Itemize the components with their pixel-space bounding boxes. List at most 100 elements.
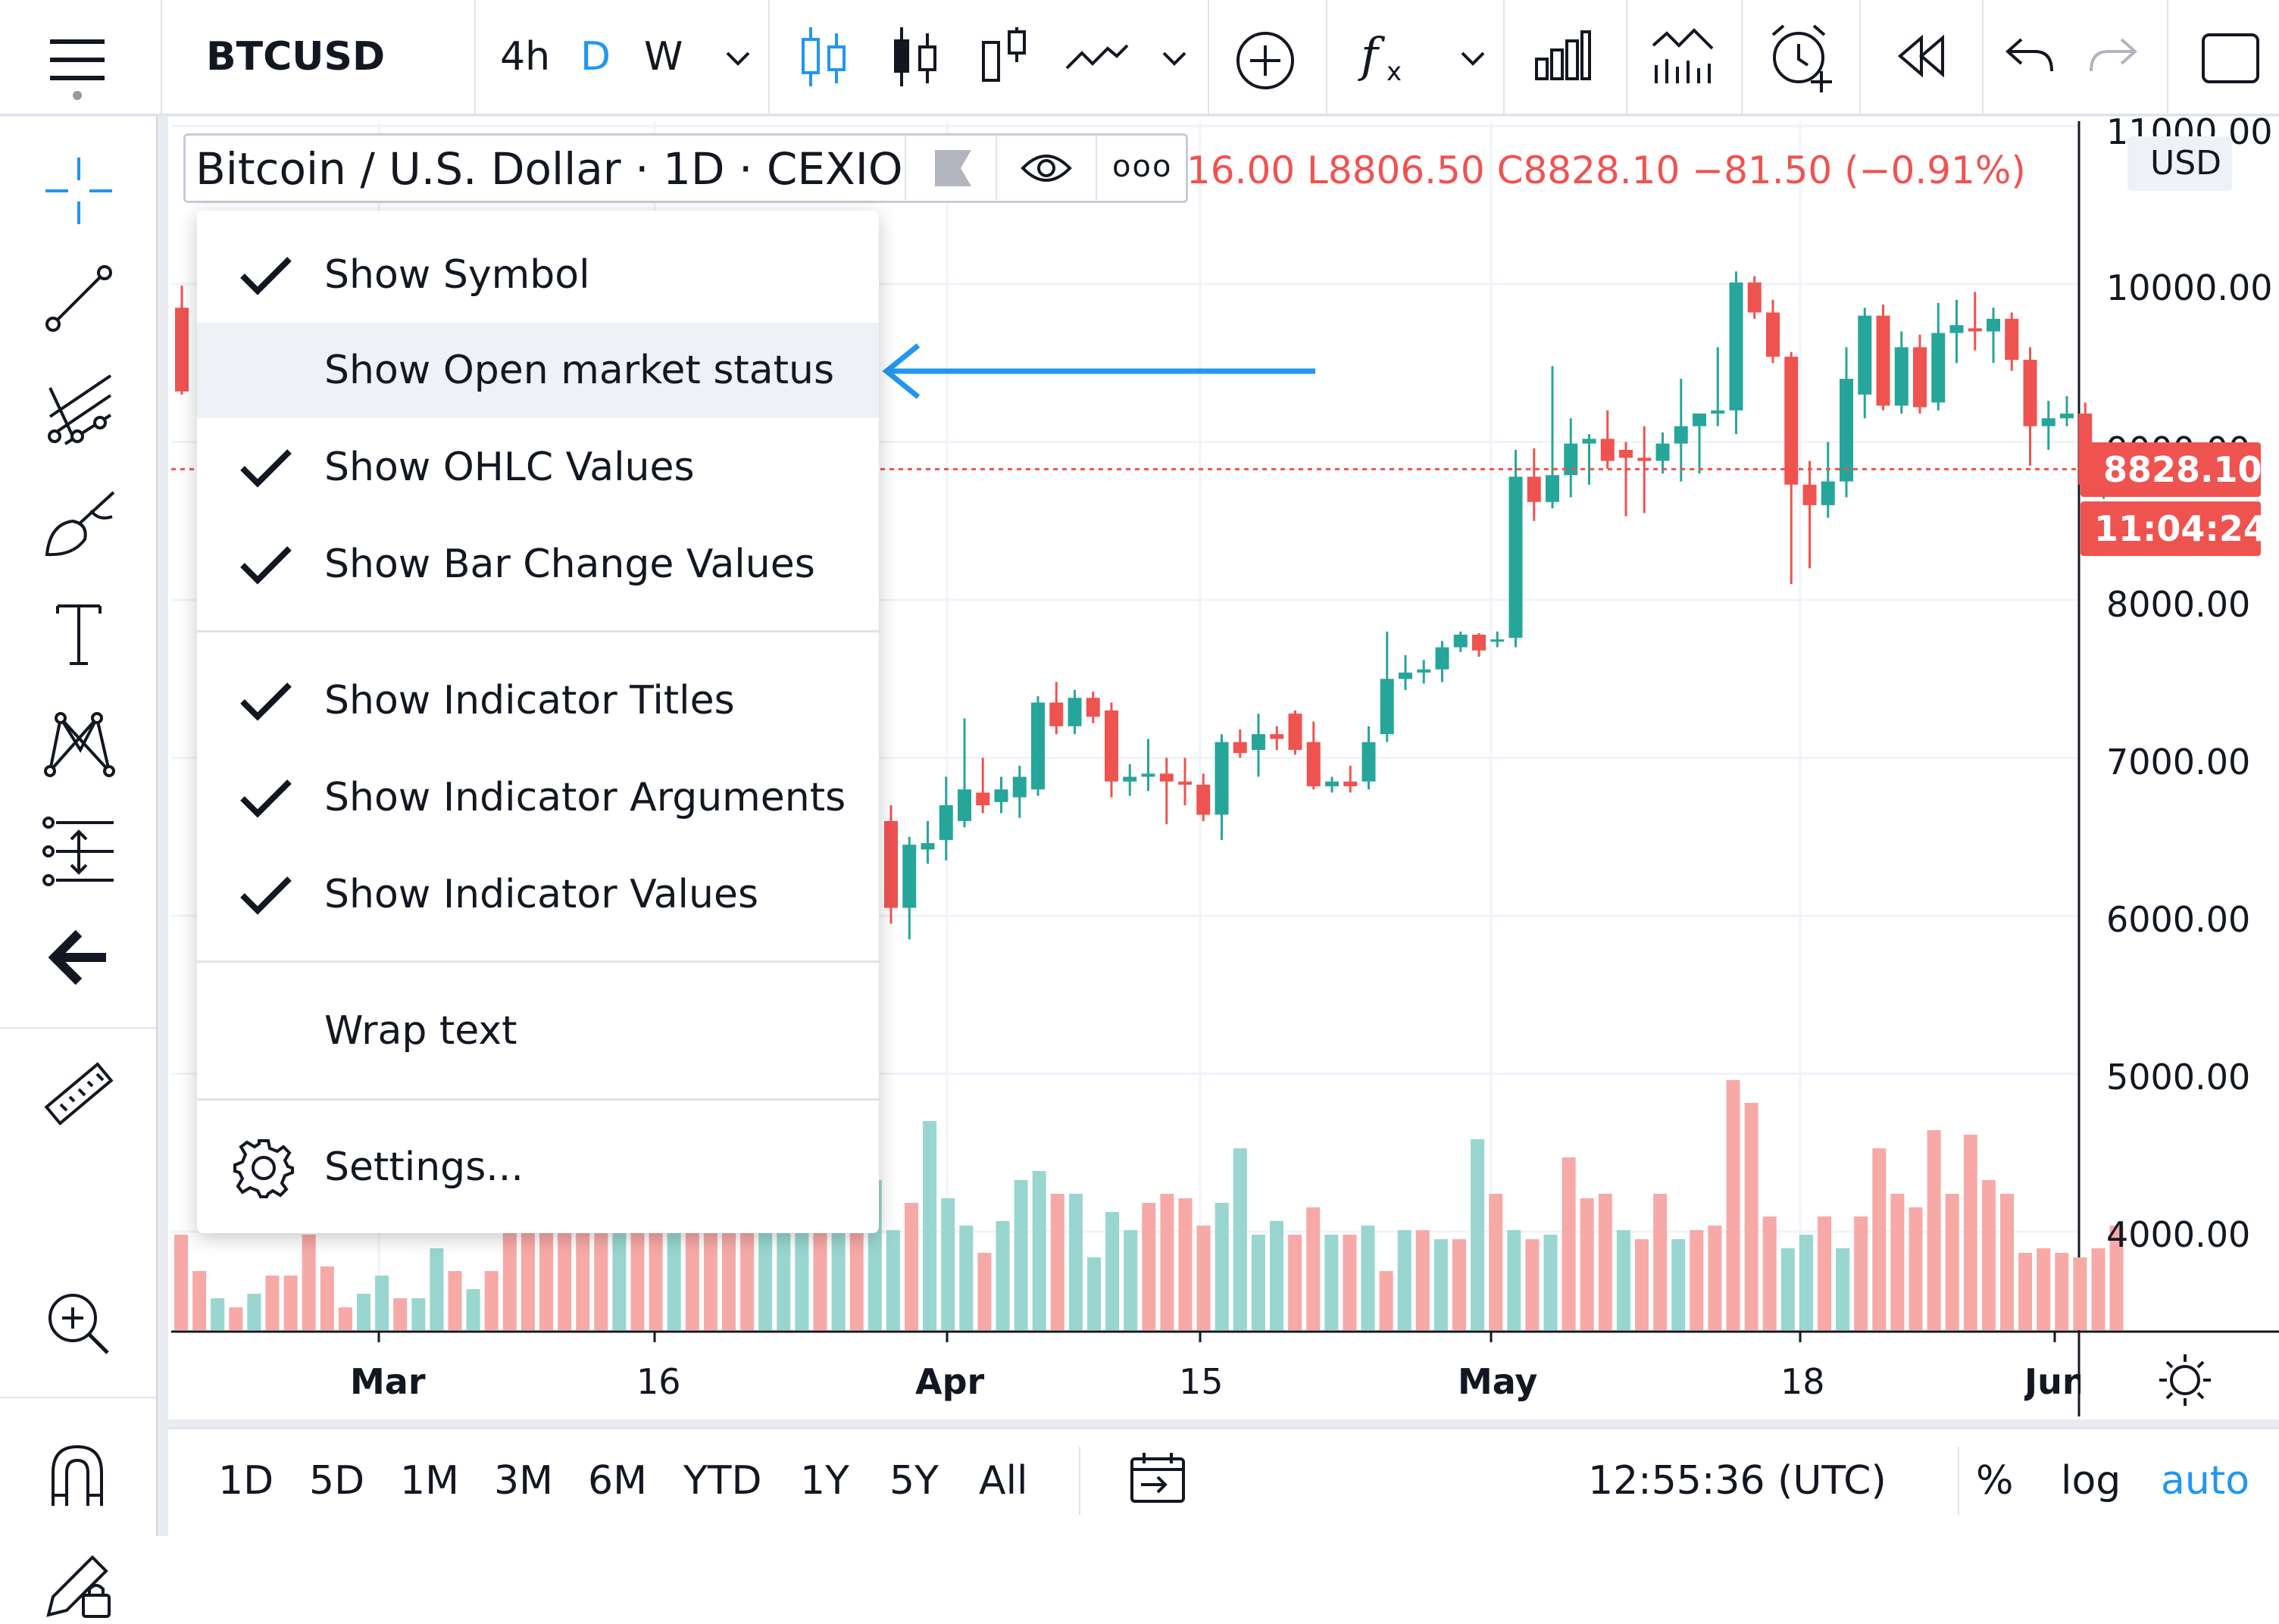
menu-item-wrap-text[interactable]: Wrap text xyxy=(197,983,879,1079)
log-scale-toggle[interactable]: log xyxy=(2061,1458,2121,1504)
checkmark-icon xyxy=(240,682,292,721)
indicators-dropdown-icon[interactable] xyxy=(1458,47,1488,73)
interval-dropdown-icon[interactable] xyxy=(723,47,753,73)
range-5y[interactable]: 5Y xyxy=(889,1458,939,1504)
chart-settings-gear-icon[interactable] xyxy=(2155,1350,2215,1413)
interval-4h[interactable]: 4h xyxy=(500,34,551,80)
compare-symbol-icon[interactable] xyxy=(1233,29,1297,95)
menu-item-settings[interactable]: Settings... xyxy=(197,1120,879,1215)
patterns-icon[interactable] xyxy=(42,707,115,783)
volume-bar-up xyxy=(1215,1203,1229,1330)
redo-icon[interactable] xyxy=(2087,35,2140,80)
range-ytd[interactable]: YTD xyxy=(683,1458,762,1504)
financials-icon[interactable] xyxy=(1532,29,1593,85)
candles-chart-type-icon[interactable] xyxy=(797,23,850,94)
volume-bar-up xyxy=(1032,1171,1046,1330)
candle-body-down xyxy=(1876,315,1890,406)
brush-icon[interactable] xyxy=(42,486,118,562)
annotation-arrow xyxy=(882,343,1315,399)
range-all[interactable]: All xyxy=(979,1458,1028,1504)
visibility-eye-icon[interactable] xyxy=(1020,148,1073,191)
line-chart-type-icon[interactable] xyxy=(1064,30,1129,86)
symbol-search[interactable]: BTCUSD xyxy=(206,34,386,80)
volume-bar-down xyxy=(1343,1235,1357,1330)
fullscreen-icon[interactable] xyxy=(2200,32,2261,88)
utc-clock[interactable]: 12:55:36 (UTC) xyxy=(1588,1458,1887,1504)
range-1d[interactable]: 1D xyxy=(218,1458,274,1504)
ruler-measure-icon[interactable] xyxy=(41,1056,117,1135)
menu-icon[interactable] xyxy=(45,35,109,106)
volume-bar-up xyxy=(375,1276,389,1330)
range-6m[interactable]: 6M xyxy=(588,1458,647,1504)
volume-bar-up xyxy=(247,1294,261,1330)
volume-bar-up xyxy=(1397,1230,1411,1330)
magnet-icon[interactable] xyxy=(47,1442,108,1513)
currency-badge[interactable] xyxy=(2127,136,2232,191)
volume-bar-up xyxy=(1507,1230,1521,1330)
interval-w[interactable]: W xyxy=(644,34,683,80)
hide-toolbar-arrow-icon[interactable] xyxy=(48,927,109,991)
drawing-toolbar xyxy=(0,117,158,1618)
volume-bar-down xyxy=(1288,1235,1302,1330)
volume-bar-down xyxy=(1306,1207,1321,1330)
menu-item-show-bar-change-values[interactable]: Show Bar Change Values xyxy=(197,517,879,612)
menu-item-show-indicator-values[interactable]: Show Indicator Values xyxy=(197,847,879,942)
volume-bar-up xyxy=(1799,1235,1813,1330)
volume-bar-down xyxy=(1981,1180,1996,1330)
candle-body-up xyxy=(1729,282,1743,411)
volume-bar-up xyxy=(1836,1248,1850,1330)
range-1y[interactable]: 1Y xyxy=(800,1458,849,1504)
volume-bar-down xyxy=(849,1203,864,1330)
volume-bar-up xyxy=(1233,1148,1247,1330)
interval-d[interactable]: D xyxy=(580,34,611,80)
create-alert-icon[interactable] xyxy=(1767,21,1835,97)
replay-rewind-icon[interactable] xyxy=(1894,33,1947,82)
range-3m[interactable]: 3M xyxy=(494,1458,553,1504)
flag-icon[interactable] xyxy=(933,148,973,191)
trend-line-icon[interactable] xyxy=(42,262,115,338)
menu-item-show-indicator-arguments[interactable]: Show Indicator Arguments xyxy=(197,750,879,845)
text-tool-icon[interactable] xyxy=(42,598,115,674)
menu-item-show-indicator-titles[interactable]: Show Indicator Titles xyxy=(197,653,879,748)
menu-item-label: Show OHLC Values xyxy=(324,445,695,490)
range-1m[interactable]: 1M xyxy=(400,1458,459,1504)
volume-bar-down xyxy=(2073,1257,2087,1330)
lock-drawings-icon[interactable] xyxy=(42,1548,115,1624)
volume-bar-down xyxy=(1196,1226,1211,1330)
hollow-candles-icon[interactable] xyxy=(888,23,941,94)
legend-box[interactable] xyxy=(183,133,1188,203)
prediction-tool-icon[interactable] xyxy=(41,814,117,892)
volume-bar-up xyxy=(1324,1235,1339,1330)
candle-body-down xyxy=(1270,734,1284,739)
menu-item-show-symbol[interactable]: Show Symbol xyxy=(197,227,879,323)
bar-replay-icon[interactable] xyxy=(1650,23,1715,91)
more-options-icon[interactable]: ooo xyxy=(1112,149,1173,184)
candle-body-down xyxy=(1527,476,1541,502)
volume-bar-up xyxy=(466,1289,480,1330)
menu-item-show-open-market-status[interactable]: Show Open market status xyxy=(197,323,879,418)
menu-item-label: Show Bar Change Values xyxy=(324,542,815,587)
auto-scale-toggle[interactable]: auto xyxy=(2161,1458,2250,1504)
menu-item-show-ohlc-values[interactable]: Show OHLC Values xyxy=(197,420,879,515)
candle-body-down xyxy=(1766,312,1780,357)
volume-bar-up xyxy=(1105,1212,1120,1330)
ohlc-low: L8806.50 xyxy=(1307,148,1485,192)
volume-bar-down xyxy=(1963,1135,1977,1330)
undo-icon[interactable] xyxy=(2003,35,2056,80)
legend-title[interactable]: Bitcoin / U.S. Dollar · 1D · CEXIO xyxy=(195,143,903,195)
volume-bar-up xyxy=(1068,1194,1083,1330)
candle-body-up xyxy=(1031,702,1045,790)
checkmark-icon xyxy=(240,876,292,915)
crosshair-icon[interactable] xyxy=(42,155,115,230)
chart-type-dropdown-icon[interactable] xyxy=(1159,47,1190,73)
volume-bar-down xyxy=(2018,1253,2033,1330)
bars-chart-type-icon[interactable] xyxy=(977,23,1030,94)
percent-scale-toggle[interactable]: % xyxy=(1976,1458,2014,1504)
go-to-date-icon[interactable] xyxy=(1129,1451,1186,1507)
candle-body-up xyxy=(1453,634,1468,648)
zoom-in-icon[interactable] xyxy=(44,1289,112,1360)
volume-bar-down xyxy=(1635,1239,1649,1330)
pitchfork-icon[interactable] xyxy=(42,373,115,448)
range-5d[interactable]: 5D xyxy=(309,1458,365,1504)
